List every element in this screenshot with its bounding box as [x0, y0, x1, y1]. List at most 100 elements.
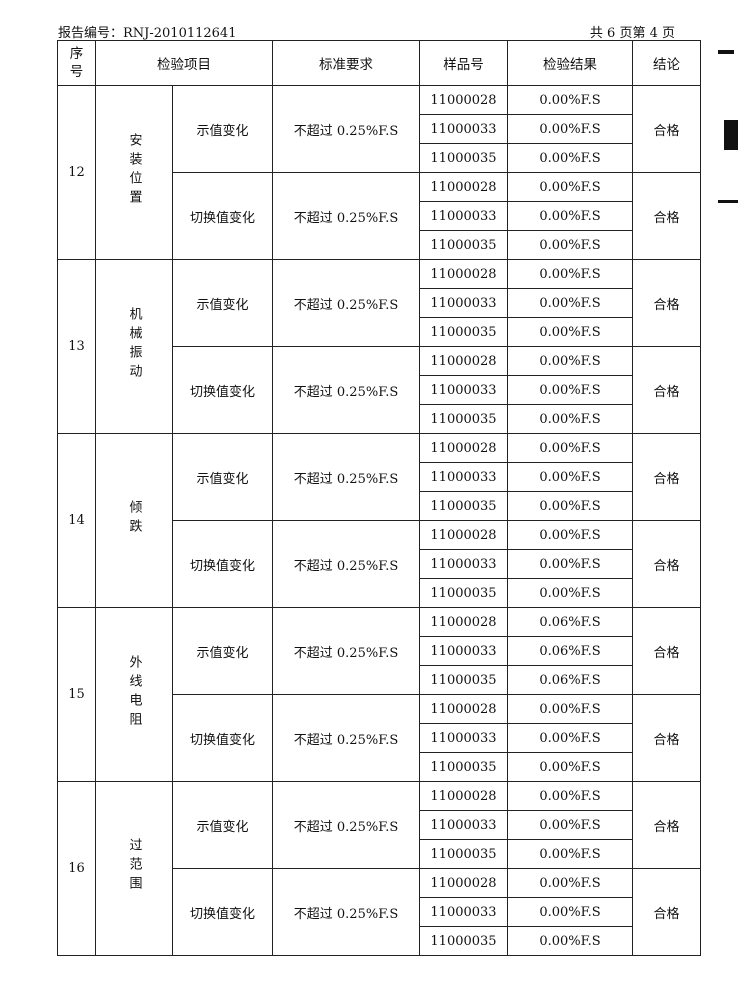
item-label: 外线电阻: [126, 654, 142, 731]
result-cell: 0.00%F.S: [507, 868, 633, 898]
result-cell: 0.00%F.S: [507, 259, 633, 289]
result-cell: 0.00%F.S: [507, 317, 633, 347]
sub-item-cell: 切换值变化: [172, 346, 273, 434]
table-row: 11000033 0.00%F.S: [58, 375, 701, 405]
standard-cell: 不超过 0.25%F.S: [272, 520, 420, 608]
result-cell: 0.00%F.S: [507, 404, 633, 434]
conclusion-cell: 合格: [632, 694, 701, 782]
result-cell: 0.00%F.S: [507, 85, 633, 115]
result-cell: 0.00%F.S: [507, 114, 633, 144]
col-standard: 标准要求: [272, 40, 420, 86]
seq-cell: 13: [57, 259, 96, 434]
conclusion-cell: 合格: [632, 520, 701, 608]
stamp-fragment: [718, 50, 734, 54]
item-label: 倾跌: [126, 499, 142, 538]
result-cell: 0.00%F.S: [507, 520, 633, 550]
sample-cell: 11000028: [419, 694, 508, 724]
table-row: 11000033 0.00%F.S: [58, 288, 701, 318]
report-number: 报告编号：RNJ-2010112641: [58, 26, 237, 41]
sample-cell: 11000035: [419, 839, 508, 869]
conclusion-cell: 合格: [632, 607, 701, 695]
table-row: 11000035 0.00%F.S: [58, 143, 701, 173]
table-row: 11000033 0.00%F.S: [58, 462, 701, 492]
result-cell: 0.00%F.S: [507, 549, 633, 579]
standard-cell: 不超过 0.25%F.S: [272, 433, 420, 521]
sample-cell: 11000033: [419, 810, 508, 840]
sample-cell: 11000033: [419, 723, 508, 753]
result-cell: 0.06%F.S: [507, 607, 633, 637]
standard-cell: 不超过 0.25%F.S: [272, 85, 420, 173]
sub-item-cell: 切换值变化: [172, 694, 273, 782]
result-cell: 0.00%F.S: [507, 230, 633, 260]
sample-cell: 11000028: [419, 85, 508, 115]
table-row: 11000035 0.00%F.S: [58, 230, 701, 260]
result-cell: 0.00%F.S: [507, 839, 633, 869]
sample-cell: 11000035: [419, 926, 508, 956]
sample-cell: 11000035: [419, 752, 508, 782]
result-cell: 0.00%F.S: [507, 723, 633, 753]
standard-cell: 不超过 0.25%F.S: [272, 868, 420, 956]
table-row: 12 安装位置 示值变化 不超过 0.25%F.S 11000028 0.00%F.S 合格: [57, 85, 701, 260]
table-row: 15 外线电阻 示值变化 不超过 0.25%F.S 11000028 0.06%F.S 合格: [57, 607, 701, 782]
sample-cell: 11000028: [419, 781, 508, 811]
result-cell: 0.00%F.S: [507, 201, 633, 231]
col-sample: 样品号: [419, 40, 508, 86]
item-label: 机械振动: [126, 306, 142, 383]
sample-cell: 11000033: [419, 897, 508, 927]
result-cell: 0.06%F.S: [507, 665, 633, 695]
standard-cell: 不超过 0.25%F.S: [272, 781, 420, 869]
col-result: 检验结果: [507, 40, 633, 86]
seq-cell: 12: [57, 85, 96, 260]
table-row: 11000035 0.00%F.S: [58, 491, 701, 521]
item-cell: 过范围: [95, 781, 173, 956]
col-item: 检验项目: [95, 40, 273, 86]
seq-cell: 15: [57, 607, 96, 782]
result-cell: 0.00%F.S: [507, 346, 633, 376]
col-conclusion: 结论: [632, 40, 701, 86]
sample-cell: 11000033: [419, 636, 508, 666]
table-row: 11000033 0.00%F.S: [58, 201, 701, 231]
conclusion-cell: 合格: [632, 259, 701, 347]
standard-cell: 不超过 0.25%F.S: [272, 694, 420, 782]
table-row: 11000035 0.00%F.S: [58, 317, 701, 347]
sample-cell: 11000035: [419, 404, 508, 434]
seq-cell: 14: [57, 433, 96, 608]
stamp-fragment: [724, 120, 738, 150]
sample-cell: 11000035: [419, 317, 508, 347]
table-row: 11000035 0.00%F.S: [58, 578, 701, 608]
result-cell: 0.00%F.S: [507, 578, 633, 608]
table-row: 切换值变化 不超过 0.25%F.S 11000028 0.00%F.S 合格: [58, 520, 701, 608]
sub-item-cell: 示值变化: [172, 607, 273, 695]
sub-item-cell: 切换值变化: [172, 172, 273, 260]
table-row: 11000035 0.00%F.S: [58, 926, 701, 956]
sample-cell: 11000028: [419, 172, 508, 202]
result-cell: 0.00%F.S: [507, 462, 633, 492]
result-cell: 0.00%F.S: [507, 288, 633, 318]
sample-cell: 11000033: [419, 114, 508, 144]
result-cell: 0.06%F.S: [507, 636, 633, 666]
item-cell: 机械振动: [95, 259, 173, 434]
table-row: 11000035 0.00%F.S: [58, 839, 701, 869]
item-cell: 外线电阻: [95, 607, 173, 782]
result-cell: 0.00%F.S: [507, 172, 633, 202]
result-cell: 0.00%F.S: [507, 810, 633, 840]
table-row: 11000035 0.00%F.S: [58, 752, 701, 782]
sample-cell: 11000033: [419, 288, 508, 318]
table-header: 序 号 检验项目 标准要求 样品号 检验结果 结论: [57, 40, 701, 86]
sample-cell: 11000033: [419, 201, 508, 231]
result-cell: 0.00%F.S: [507, 694, 633, 724]
sub-item-cell: 示值变化: [172, 85, 273, 173]
seq-cell: 16: [57, 781, 96, 956]
conclusion-cell: 合格: [632, 868, 701, 956]
sample-cell: 11000028: [419, 259, 508, 289]
sub-item-cell: 示值变化: [172, 433, 273, 521]
sample-cell: 11000028: [419, 520, 508, 550]
sample-cell: 11000033: [419, 375, 508, 405]
table-row: 13 机械振动 示值变化 不超过 0.25%F.S 11000028 0.00%F.S 合格: [57, 259, 701, 434]
table-row: 16 过范围 示值变化 不超过 0.25%F.S 11000028 0.00%F.S 合格: [57, 781, 701, 956]
item-label: 安装位置: [126, 132, 142, 209]
item-label: 过范围: [126, 838, 142, 895]
sub-item-cell: 切换值变化: [172, 520, 273, 608]
conclusion-cell: 合格: [632, 172, 701, 260]
sample-cell: 11000028: [419, 868, 508, 898]
